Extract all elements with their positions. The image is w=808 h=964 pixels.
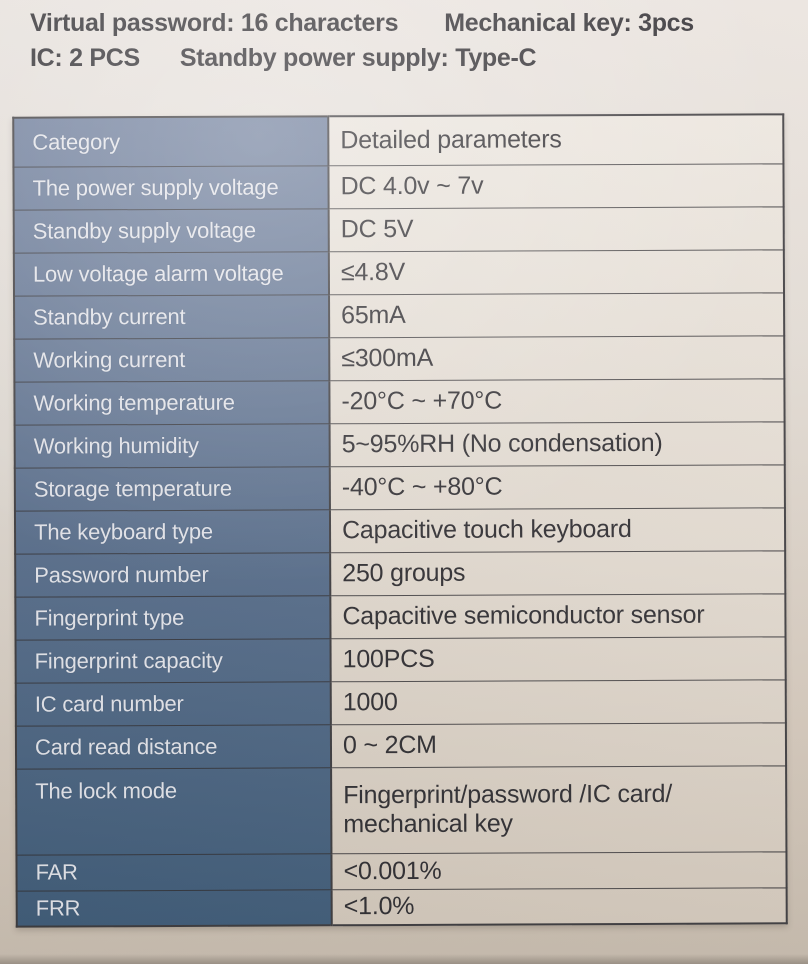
virtual-password-spec: Virtual password: 16 characters (30, 9, 399, 37)
table-row: Low voltage alarm voltage ≤4.8V (13, 249, 785, 296)
value-cell: -40°C ~ +80°C (329, 464, 785, 510)
standby-power-spec: Standby power supply: Type-C (179, 44, 537, 72)
table-row: Standby current 65mA (14, 292, 785, 339)
value-cell: <1.0% (331, 887, 787, 926)
value-cell: 0 ~ 2CM (330, 722, 787, 768)
header: Virtual password: 16 characters Mechanic… (30, 6, 694, 76)
category-cell: The lock mode (16, 767, 332, 855)
value-cell: <0.001% (331, 851, 787, 890)
mechanical-key-spec: Mechanical key: 3pcs (444, 9, 694, 37)
ic-spec: IC: 2 PCS (30, 44, 140, 72)
category-cell: The keyboard type (14, 509, 331, 554)
table-row: Category Detailed parameters (13, 114, 783, 167)
category-cell: Category (13, 116, 329, 167)
page-bottom-shadow (0, 954, 808, 964)
spec-table: Category Detailed parameters The power sup… (12, 113, 788, 928)
value-cell: ≤4.8V (328, 249, 785, 295)
table-row: Card read distance 0 ~ 2CM (15, 722, 787, 769)
value-cell: 65mA (329, 292, 785, 338)
category-cell: Standby supply voltage (13, 208, 329, 253)
category-cell: Password number (15, 552, 331, 597)
value-cell: -20°C ~ +70°C (329, 378, 785, 424)
category-cell: FAR (16, 853, 332, 891)
category-cell: Working current (14, 337, 330, 382)
table-row: FAR <0.001% (16, 851, 787, 891)
header-line-2: IC: 2 PCS Standby power supply: Type-C (30, 41, 694, 76)
table-row: Working current ≤300mA (14, 335, 785, 382)
table-row: The lock mode Fingerprint/password /IC ca… (16, 765, 787, 855)
category-cell: Storage temperature (14, 466, 330, 511)
table-row: IC card number 1000 (15, 679, 786, 726)
category-cell: Working temperature (14, 380, 330, 425)
table-row: Working humidity 5~95%RH (No condensation… (14, 421, 785, 468)
table-row: Password number 250 groups (15, 550, 786, 597)
category-cell: Working humidity (14, 423, 330, 468)
table-row: Fingerprint type Capacitive semiconductor… (15, 593, 786, 640)
table-row: FRR <1.0% (16, 887, 787, 927)
value-cell: Detailed parameters (340, 125, 562, 155)
header-line-1: Virtual password: 16 characters Mechanic… (30, 6, 694, 41)
value-cell: 100PCS (330, 636, 786, 682)
value-cell: Fingerprint/password /IC card/ mechanica… (331, 765, 787, 854)
table-row: Working temperature -20°C ~ +70°C (14, 378, 785, 425)
table-row: The power supply voltage DC 4.0v ~ 7v (13, 163, 784, 210)
value-cell: DC 4.0v ~ 7v (328, 163, 784, 209)
table-row: Standby supply voltage DC 5V (13, 206, 784, 253)
value-cell: 1000 (330, 679, 786, 725)
category-cell: Standby current (14, 294, 330, 339)
value-cell: DC 5V (328, 206, 784, 252)
table-row: Fingerprint capacity 100PCS (15, 636, 786, 683)
value-cell: Capacitive semiconductor sensor (330, 593, 786, 639)
table-row: The keyboard type Capacitive touch keyboa… (14, 507, 786, 554)
value-cell: 5~95%RH (No condensation) (329, 421, 785, 467)
category-cell: Fingerprint type (15, 595, 331, 640)
category-cell: IC card number (15, 681, 331, 726)
category-cell: Fingerprint capacity (15, 638, 331, 683)
value-cell: ≤300mA (329, 335, 785, 381)
value-cell: Capacitive touch keyboard (329, 507, 786, 553)
category-cell: The power supply voltage (13, 165, 329, 210)
table-row: Storage temperature -40°C ~ +80°C (14, 464, 785, 511)
spec-table-body: Category Detailed parameters The power sup… (13, 114, 787, 927)
value-cell: 250 groups (330, 550, 786, 596)
category-cell: Card read distance (15, 724, 332, 769)
category-cell: FRR (16, 889, 332, 927)
category-cell: Low voltage alarm voltage (13, 251, 330, 296)
